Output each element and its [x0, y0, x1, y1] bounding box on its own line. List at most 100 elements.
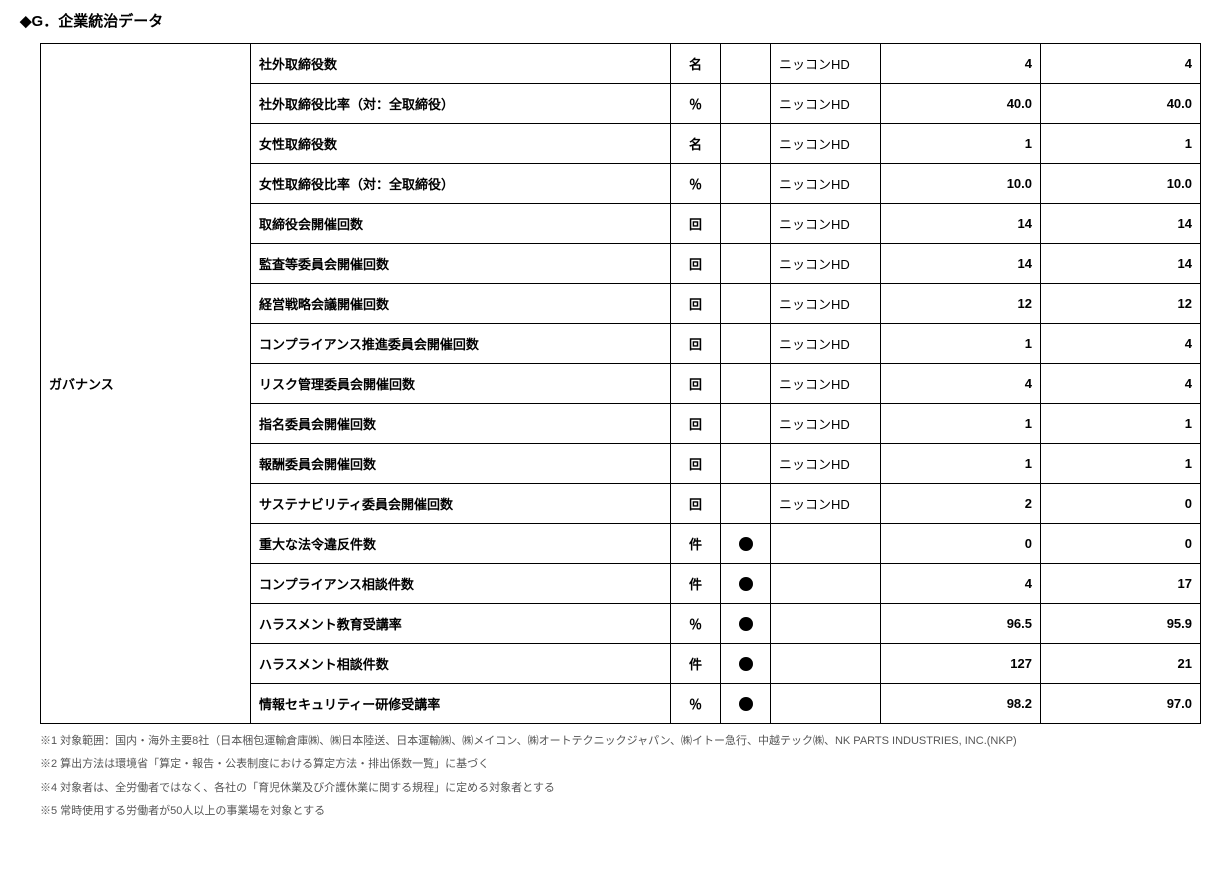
- filled-circle-icon: [739, 617, 753, 631]
- mark-cell: [721, 84, 771, 124]
- value-b-cell: 14: [1041, 204, 1201, 244]
- mark-cell: [721, 684, 771, 724]
- value-b-cell: 12: [1041, 284, 1201, 324]
- mark-cell: [721, 164, 771, 204]
- mark-cell: [721, 444, 771, 484]
- row-label: ハラスメント相談件数: [251, 644, 671, 684]
- value-a-cell: 1: [881, 324, 1041, 364]
- row-label: 監査等委員会開催回数: [251, 244, 671, 284]
- value-b-cell: 1: [1041, 444, 1201, 484]
- value-a-cell: 96.5: [881, 604, 1041, 644]
- mark-cell: [721, 44, 771, 84]
- filled-circle-icon: [739, 537, 753, 551]
- unit-cell: 件: [671, 524, 721, 564]
- mark-cell: [721, 284, 771, 324]
- scope-cell: [771, 644, 881, 684]
- value-b-cell: 40.0: [1041, 84, 1201, 124]
- section-title: ◆G．企業統治データ: [20, 10, 1201, 31]
- unit-cell: 回: [671, 444, 721, 484]
- value-b-cell: 10.0: [1041, 164, 1201, 204]
- footnote-line: ※4 対象者は、全労働者ではなく、各社の「育児休業及び介護休業に関する規程」に定…: [40, 781, 1201, 796]
- unit-cell: 名: [671, 44, 721, 84]
- value-b-cell: 0: [1041, 484, 1201, 524]
- mark-cell: [721, 564, 771, 604]
- row-label: 経営戦略会議開催回数: [251, 284, 671, 324]
- value-a-cell: 98.2: [881, 684, 1041, 724]
- value-a-cell: 14: [881, 244, 1041, 284]
- value-a-cell: 14: [881, 204, 1041, 244]
- scope-cell: [771, 604, 881, 644]
- scope-cell: ニッコンHD: [771, 44, 881, 84]
- mark-cell: [721, 524, 771, 564]
- row-label: リスク管理委員会開催回数: [251, 364, 671, 404]
- mark-cell: [721, 484, 771, 524]
- value-b-cell: 95.9: [1041, 604, 1201, 644]
- row-label: 情報セキュリティー研修受講率: [251, 684, 671, 724]
- value-a-cell: 4: [881, 364, 1041, 404]
- mark-cell: [721, 604, 771, 644]
- value-b-cell: 4: [1041, 364, 1201, 404]
- mark-cell: [721, 404, 771, 444]
- filled-circle-icon: [739, 697, 753, 711]
- row-label: 社外取締役数: [251, 44, 671, 84]
- unit-cell: 回: [671, 244, 721, 284]
- unit-cell: 件: [671, 644, 721, 684]
- title-text: ◆G．企業統治データ: [20, 13, 163, 30]
- row-label: 重大な法令違反件数: [251, 524, 671, 564]
- value-a-cell: 4: [881, 564, 1041, 604]
- scope-cell: ニッコンHD: [771, 484, 881, 524]
- row-label: サステナビリティ委員会開催回数: [251, 484, 671, 524]
- row-label: 女性取締役比率（対：全取締役）: [251, 164, 671, 204]
- row-label: 女性取締役数: [251, 124, 671, 164]
- value-b-cell: 0: [1041, 524, 1201, 564]
- value-b-cell: 4: [1041, 44, 1201, 84]
- scope-cell: [771, 524, 881, 564]
- scope-cell: ニッコンHD: [771, 444, 881, 484]
- unit-cell: 回: [671, 324, 721, 364]
- scope-cell: [771, 684, 881, 724]
- scope-cell: ニッコンHD: [771, 324, 881, 364]
- scope-cell: ニッコンHD: [771, 84, 881, 124]
- value-a-cell: 1: [881, 124, 1041, 164]
- scope-cell: ニッコンHD: [771, 404, 881, 444]
- filled-circle-icon: [739, 657, 753, 671]
- footnotes: ※1 対象範囲：国内・海外主要8社（日本梱包運輸倉庫㈱、㈱日本陸送、日本運輸㈱、…: [40, 734, 1201, 820]
- value-b-cell: 14: [1041, 244, 1201, 284]
- unit-cell: 回: [671, 204, 721, 244]
- scope-cell: ニッコンHD: [771, 244, 881, 284]
- footnote-line: ※5 常時使用する労働者が50人以上の事業場を対象とする: [40, 804, 1201, 819]
- value-a-cell: 0: [881, 524, 1041, 564]
- mark-cell: [721, 244, 771, 284]
- mark-cell: [721, 204, 771, 244]
- row-label: 社外取締役比率（対：全取締役）: [251, 84, 671, 124]
- value-a-cell: 10.0: [881, 164, 1041, 204]
- footnote-line: ※1 対象範囲：国内・海外主要8社（日本梱包運輸倉庫㈱、㈱日本陸送、日本運輸㈱、…: [40, 734, 1201, 749]
- table-row: ガバナンス社外取締役数名ニッコンHD44: [41, 44, 1201, 84]
- unit-cell: 回: [671, 284, 721, 324]
- row-label: 報酬委員会開催回数: [251, 444, 671, 484]
- mark-cell: [721, 644, 771, 684]
- unit-cell: ％: [671, 604, 721, 644]
- governance-table-wrap: ガバナンス社外取締役数名ニッコンHD44社外取締役比率（対：全取締役）％ニッコン…: [40, 43, 1201, 724]
- row-label: ハラスメント教育受講率: [251, 604, 671, 644]
- unit-cell: 名: [671, 124, 721, 164]
- unit-cell: 回: [671, 484, 721, 524]
- value-b-cell: 4: [1041, 324, 1201, 364]
- mark-cell: [721, 124, 771, 164]
- mark-cell: [721, 364, 771, 404]
- unit-cell: 件: [671, 564, 721, 604]
- row-label: 指名委員会開催回数: [251, 404, 671, 444]
- value-b-cell: 17: [1041, 564, 1201, 604]
- scope-cell: ニッコンHD: [771, 124, 881, 164]
- value-a-cell: 1: [881, 444, 1041, 484]
- unit-cell: ％: [671, 164, 721, 204]
- row-label: コンプライアンス相談件数: [251, 564, 671, 604]
- row-label: 取締役会開催回数: [251, 204, 671, 244]
- unit-cell: 回: [671, 364, 721, 404]
- value-a-cell: 1: [881, 404, 1041, 444]
- value-a-cell: 12: [881, 284, 1041, 324]
- mark-cell: [721, 324, 771, 364]
- governance-table: ガバナンス社外取締役数名ニッコンHD44社外取締役比率（対：全取締役）％ニッコン…: [40, 43, 1201, 724]
- scope-cell: ニッコンHD: [771, 284, 881, 324]
- unit-cell: 回: [671, 404, 721, 444]
